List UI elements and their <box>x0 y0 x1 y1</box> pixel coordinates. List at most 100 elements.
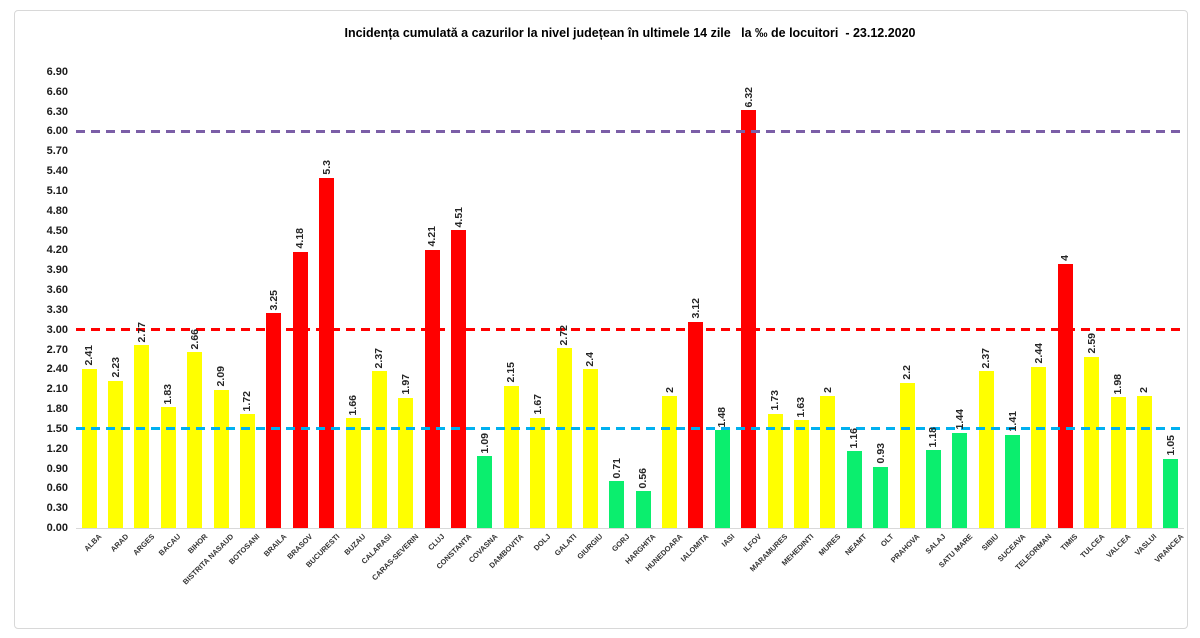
bar-value-bistrita-nasaud: 2.09 <box>215 366 228 387</box>
bar-neamt <box>846 451 862 528</box>
bar-value-dambovita: 2.15 <box>505 362 518 383</box>
bar-value-teleorman: 2.44 <box>1032 343 1045 364</box>
bar-value-prahova: 2.2 <box>901 365 913 380</box>
y-tick-3.00: 3.00 <box>46 323 68 336</box>
bar-mures <box>820 395 836 528</box>
bar-value-vrancea: 1.05 <box>1164 435 1177 456</box>
bar-bistrita-nasaud <box>213 389 229 528</box>
y-tick-4.20: 4.20 <box>46 244 68 257</box>
reference-line-3.00 <box>76 328 1184 332</box>
y-tick-3.30: 3.30 <box>46 303 68 316</box>
bar-hunedoara <box>662 395 678 528</box>
y-tick-5.70: 5.70 <box>46 145 68 158</box>
bar-value-arad: 2.23 <box>109 357 122 378</box>
bar-value-iasi: 1.48 <box>716 406 729 428</box>
bar-value-constanta: 4.51 <box>452 206 465 227</box>
bar-value-ialomita: 3.12 <box>689 298 702 319</box>
y-tick-3.90: 3.90 <box>46 264 68 277</box>
y-tick-4.80: 4.80 <box>46 204 68 217</box>
bar-value-alba: 2.41 <box>83 345 96 366</box>
bar-cluj <box>424 249 440 528</box>
bar-value-cluj: 4.21 <box>426 226 439 247</box>
bar-tulcea <box>1084 356 1100 528</box>
bar-value-botosani: 1.72 <box>241 390 254 412</box>
bar-value-braila: 3.25 <box>267 289 280 311</box>
y-tick-3.60: 3.60 <box>46 284 68 297</box>
bar-caras-severin <box>398 397 414 528</box>
bar-salaj <box>925 450 941 528</box>
chart-title: Incidența cumulată a cazurilor la nivel … <box>344 26 916 40</box>
bar-value-suceava: 1.41 <box>1006 411 1019 432</box>
bar-value-bucuresti: 5.3 <box>320 160 333 175</box>
bar-arges <box>134 344 150 528</box>
bar-value-covasna: 1.09 <box>478 432 491 453</box>
bar-valcea <box>1110 397 1126 528</box>
reference-line-6.00 <box>76 129 1184 133</box>
bar-brasov <box>292 251 308 528</box>
bar-olt <box>873 466 889 528</box>
bar-bihor <box>187 352 203 528</box>
x-axis-labels: ALBA ARAD ARGES BACAU BIHOR BISTRITA NASAUD BO… <box>76 532 1185 612</box>
bar-value-gorj: 0.71 <box>610 457 623 479</box>
y-tick-1.50: 1.50 <box>46 422 68 435</box>
bar-bucuresti <box>319 177 335 528</box>
bar-value-mures: 2 <box>821 386 834 393</box>
bar-value-dolj: 1.67 <box>531 394 544 415</box>
bar-calarasi <box>371 371 387 528</box>
bar-value-sibiu: 2.37 <box>980 347 993 369</box>
y-tick-5.10: 5.10 <box>46 184 68 197</box>
y-tick-5.40: 5.40 <box>46 165 68 178</box>
bar-constanta <box>451 229 467 528</box>
y-tick-2.10: 2.10 <box>46 383 68 396</box>
bar-value-bihor: 2.66 <box>188 328 201 350</box>
y-tick-2.40: 2.40 <box>46 363 68 376</box>
x-axis-line <box>76 528 1184 529</box>
bar-mehedinti <box>793 420 809 528</box>
reference-line-1.50 <box>76 427 1184 431</box>
bar-prahova <box>899 382 915 528</box>
bar-value-satu-mare: 1.44 <box>953 409 966 430</box>
bar-satu-mare <box>952 432 968 528</box>
bar-braila <box>266 313 282 528</box>
y-tick-6.90: 6.90 <box>46 66 68 78</box>
bar-ialomita <box>688 321 704 528</box>
y-tick-4.50: 4.50 <box>46 224 68 237</box>
bar-value-calarasi: 2.37 <box>373 347 386 369</box>
bar-maramures <box>767 413 783 528</box>
y-tick-1.20: 1.20 <box>46 442 68 455</box>
y-tick-0.00: 0.00 <box>46 522 68 534</box>
bar-value-tulcea: 2.59 <box>1085 333 1098 354</box>
bar-timis <box>1057 263 1073 528</box>
y-axis: 0.00 0.30 0.60 0.90 1.20 1.50 1.80 2.10 2.40 2.70… <box>22 66 68 535</box>
bar-value-timis: 4 <box>1059 254 1072 261</box>
bar-ilfov <box>741 110 757 528</box>
bar-buzau <box>345 418 361 528</box>
bar-value-bacau: 1.83 <box>162 383 175 405</box>
bar-value-arges: 2.77 <box>135 321 148 342</box>
bar-dambovita <box>503 385 519 528</box>
bar-dolj <box>530 417 546 528</box>
bar-bacau <box>160 407 176 528</box>
bar-vrancea <box>1163 458 1179 528</box>
bar-giurgiu <box>582 369 598 528</box>
bar-teleorman <box>1031 366 1047 528</box>
bar-galati <box>556 348 572 528</box>
plot-area: 2.41 2.23 2.77 1.83 2.66 2.09 1.72 3.25 4.18 5.3 1… <box>76 72 1184 528</box>
bar-value-giurgiu: 2.4 <box>584 351 597 367</box>
bar-value-neamt: 1.16 <box>848 427 861 449</box>
bar-value-ilfov: 6.32 <box>742 86 755 108</box>
bar-value-caras-severin: 1.97 <box>399 374 412 395</box>
bar-iasi <box>714 430 730 528</box>
bar-value-valcea: 1.98 <box>1112 373 1125 395</box>
bar-arad <box>108 380 124 528</box>
bar-harghita <box>635 491 651 528</box>
y-tick-1.80: 1.80 <box>46 403 68 416</box>
bar-value-harghita: 0.56 <box>637 467 650 488</box>
y-tick-6.60: 6.60 <box>46 85 68 98</box>
y-tick-6.30: 6.30 <box>46 105 68 118</box>
bar-value-mehedinti: 1.63 <box>795 396 808 418</box>
bar-gorj <box>609 481 625 528</box>
bar-botosani <box>239 414 255 528</box>
bar-value-olt: 0.93 <box>874 443 887 464</box>
